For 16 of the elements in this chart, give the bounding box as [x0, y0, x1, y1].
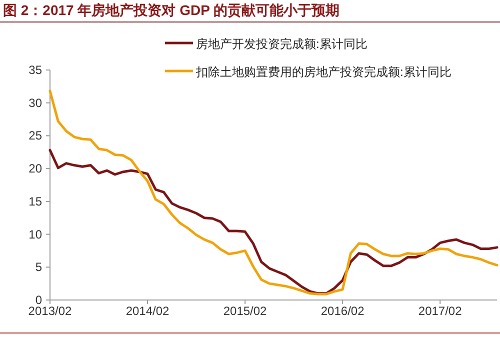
legend-label: 房地产开发投资完成额:累计同比	[196, 37, 368, 51]
title: 图 2：2017 年房地产投资对 GDP 的贡献可能小于预期	[3, 2, 340, 18]
x-tick-label: 2016/02	[320, 304, 365, 318]
y-tick-label: 30	[28, 96, 42, 110]
y-tick-label: 0	[35, 293, 42, 307]
y-tick-label: 25	[28, 128, 42, 143]
y-tick-label: 20	[28, 162, 42, 176]
y-tick-label: 15	[28, 194, 42, 208]
x-tick-label: 2014/02	[126, 304, 170, 318]
legend-label: 扣除土地购置费用的房地产投资完成额:累计同比	[195, 65, 452, 79]
y-tick-label: 10	[28, 227, 42, 242]
y-tick-label: 5	[35, 260, 42, 274]
x-tick-label: 2015/02	[223, 304, 268, 318]
x-tick-label: 2013/02	[28, 304, 72, 318]
x-tick-label: 2017/02	[418, 304, 462, 318]
y-tick-label: 35	[28, 63, 42, 77]
